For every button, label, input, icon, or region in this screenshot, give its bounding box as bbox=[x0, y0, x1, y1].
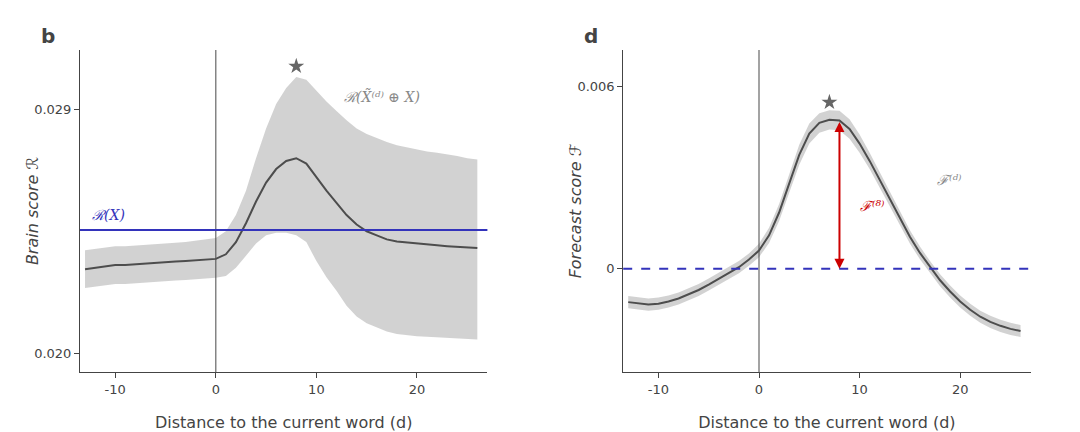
svg-text:ℱ⁽⁸⁾: ℱ⁽⁸⁾ bbox=[860, 198, 885, 214]
svg-text:10: 10 bbox=[308, 382, 325, 397]
svg-text:Brain score ℛ: Brain score ℛ bbox=[23, 157, 42, 265]
svg-text:20: 20 bbox=[952, 382, 969, 397]
svg-text:0: 0 bbox=[606, 261, 614, 276]
svg-text:0.029: 0.029 bbox=[34, 102, 71, 117]
svg-text:Forecast score ℱ: Forecast score ℱ bbox=[566, 143, 585, 278]
svg-text:Distance to the current word (: Distance to the current word (d) bbox=[155, 413, 412, 432]
svg-text:Distance to the current word (: Distance to the current word (d) bbox=[698, 413, 955, 432]
svg-text:10: 10 bbox=[851, 382, 868, 397]
svg-text:b: b bbox=[41, 24, 55, 48]
svg-text:20: 20 bbox=[409, 382, 426, 397]
svg-text:ℛ(X̃⁽ᵈ⁾ ⊕ X): ℛ(X̃⁽ᵈ⁾ ⊕ X) bbox=[344, 88, 420, 105]
svg-text:-10: -10 bbox=[648, 382, 669, 397]
svg-text:0: 0 bbox=[755, 382, 763, 397]
svg-text:ℱ⁽ᵈ⁾: ℱ⁽ᵈ⁾ bbox=[937, 172, 962, 188]
svg-text:-10: -10 bbox=[105, 382, 126, 397]
svg-text:0.020: 0.020 bbox=[34, 346, 71, 361]
svg-text:ℛ(X): ℛ(X) bbox=[92, 207, 125, 223]
svg-text:0.006: 0.006 bbox=[577, 79, 614, 94]
svg-text:d: d bbox=[584, 24, 598, 48]
svg-text:0: 0 bbox=[212, 382, 220, 397]
